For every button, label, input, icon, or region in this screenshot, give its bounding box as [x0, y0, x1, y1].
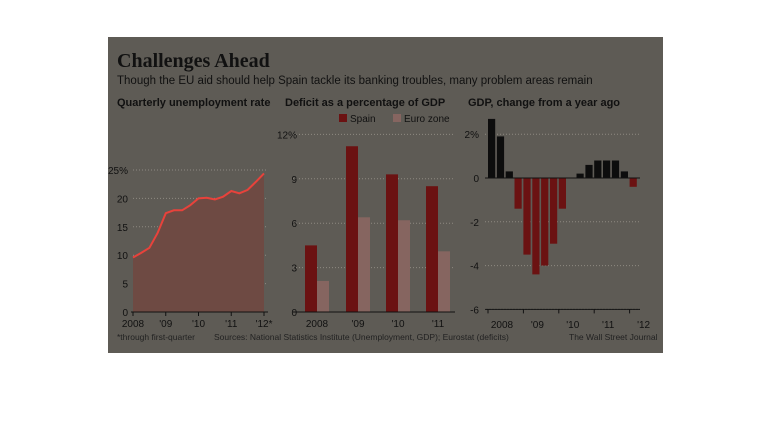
gdp-chart-title: GDP, change from a year ago — [468, 97, 621, 109]
legend-swatch-eurozone — [393, 114, 401, 122]
eurozone-deficit-bar — [438, 251, 450, 312]
unemployment-chart-title: Quarterly unemployment rate — [117, 97, 271, 109]
legend-swatch-spain — [339, 114, 347, 122]
unemployment-xtick: '09 — [159, 319, 172, 330]
spain-deficit-bar — [386, 174, 398, 312]
deficit-ytick: 6 — [291, 219, 297, 230]
gdp-ytick: 0 — [473, 174, 479, 185]
deficit-ytick: 3 — [291, 264, 297, 275]
gdp-bar — [532, 178, 540, 275]
gdp-bar — [514, 178, 522, 209]
unemployment-ytick: 0 — [122, 308, 128, 319]
unemployment-line — [132, 172, 265, 259]
unemployment-ytick: 5 — [122, 280, 128, 291]
sources-note: Sources: National Statistics Institute (… — [214, 332, 509, 342]
gdp-ytick: 2% — [465, 130, 480, 141]
gdp-bar — [594, 160, 602, 178]
unemployment-xtick: 2008 — [122, 319, 145, 330]
gdp-bar — [505, 171, 513, 178]
gdp-bar — [558, 178, 566, 209]
unemployment-xtick: '11 — [225, 319, 238, 330]
unemployment-ytick: 20 — [117, 194, 129, 205]
gdp-bar — [629, 178, 637, 187]
credit: The Wall Street Journal — [569, 332, 658, 342]
eurozone-deficit-bar — [398, 220, 410, 312]
spain-deficit-bar — [305, 245, 317, 312]
unemployment-ytick: 10 — [117, 251, 129, 262]
gdp-xtick: '10 — [566, 320, 579, 331]
gdp-ytick: -2 — [470, 218, 479, 229]
gdp-ytick: -4 — [470, 262, 479, 273]
legend-label-eurozone: Euro zone — [404, 114, 450, 125]
eurozone-deficit-bar — [317, 280, 329, 312]
gdp-bar — [523, 178, 531, 255]
deficit-xtick: 2008 — [306, 319, 329, 330]
spain-deficit-bar — [426, 186, 438, 312]
gdp-xtick: '09 — [531, 320, 544, 331]
deficit-xtick: '11 — [432, 319, 445, 330]
gdp-xtick: '12 — [637, 320, 650, 331]
gdp-xtick: '11 — [602, 320, 615, 331]
gdp-bar — [496, 136, 505, 178]
deficit-xtick: '10 — [391, 319, 404, 330]
deficit-ytick: 9 — [291, 175, 297, 186]
gdp-bar — [603, 160, 611, 178]
gdp-ytick: -6 — [470, 305, 479, 316]
gdp-bar — [576, 173, 584, 178]
gdp-xtick: 2008 — [491, 320, 514, 331]
legend-label-spain: Spain — [350, 114, 376, 125]
gdp-bar — [611, 160, 620, 178]
spain-deficit-bar — [346, 146, 358, 312]
eurozone-deficit-bar — [358, 217, 370, 312]
gdp-bar — [488, 118, 496, 178]
unemployment-area — [133, 173, 264, 312]
unemployment-xtick: '12* — [256, 319, 273, 330]
unemployment-ytick: 25% — [108, 166, 128, 177]
gdp-bar — [620, 171, 628, 178]
unemployment-ytick: 15 — [117, 223, 129, 234]
deficit-ytick: 12% — [277, 130, 297, 141]
unemployment-xtick: '10 — [192, 319, 205, 330]
page-subtitle: Though the EU aid should help Spain tack… — [117, 75, 593, 87]
gdp-bar — [541, 178, 549, 266]
footnote: *through first-quarter — [117, 332, 195, 342]
deficit-ytick: 0 — [291, 308, 297, 319]
page-title: Challenges Ahead — [117, 50, 270, 72]
gdp-bar — [550, 178, 558, 244]
deficit-xtick: '09 — [351, 319, 364, 330]
deficit-chart-title: Deficit as a percentage of GDP — [285, 97, 446, 109]
gdp-bar — [585, 164, 593, 178]
